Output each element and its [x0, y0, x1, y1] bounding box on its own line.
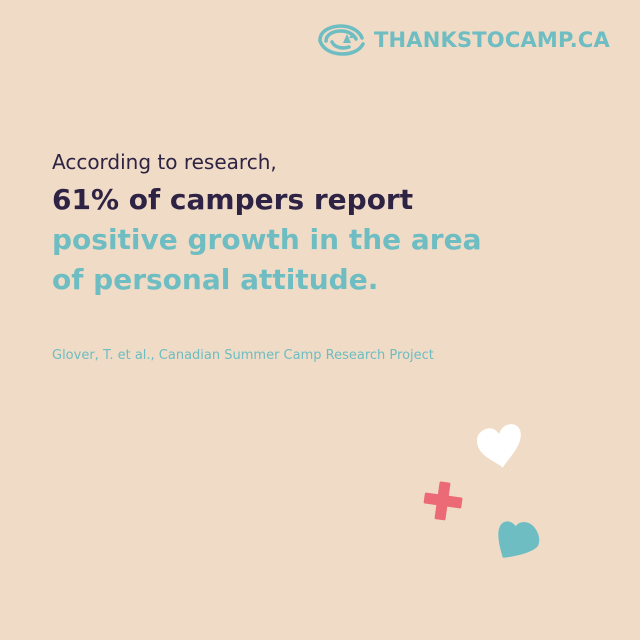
- stat-line: 61% of campers report: [52, 183, 414, 216]
- canoe-logo-icon: [316, 24, 366, 56]
- claim-line-1: positive growth in the area: [52, 223, 482, 256]
- claim-line-2: of personal attitude.: [52, 263, 379, 296]
- brand-header[interactable]: THANKSTOCAMP.CA: [316, 24, 610, 56]
- heart-icon: [474, 424, 526, 472]
- plus-icon: [420, 478, 466, 524]
- citation: Glover, T. et al., Canadian Summer Camp …: [52, 348, 434, 363]
- heart-icon: [493, 516, 545, 562]
- headline: 61% of campers report positive growth in…: [52, 180, 572, 300]
- brand-name[interactable]: THANKSTOCAMP.CA: [373, 28, 610, 52]
- intro-text: According to research,: [52, 150, 277, 174]
